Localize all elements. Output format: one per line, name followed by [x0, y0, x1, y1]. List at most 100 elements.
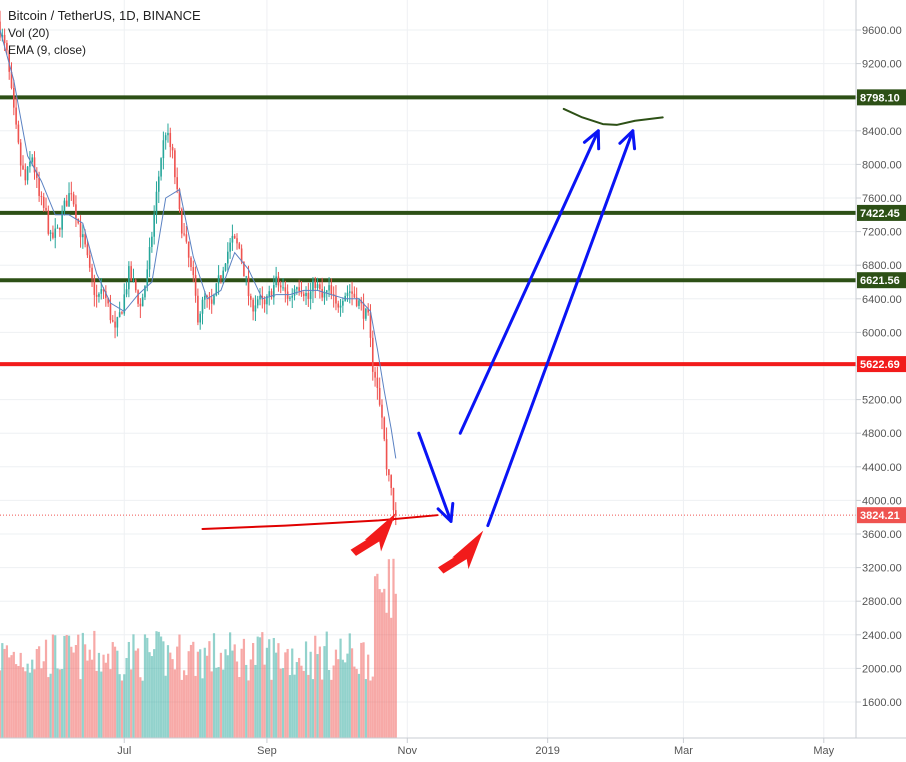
volume-bar: [153, 649, 156, 738]
candle-body: [111, 320, 114, 322]
volume-bar: [205, 655, 209, 738]
volume-bar: [81, 632, 84, 738]
y-tick-label: 9600.00: [862, 25, 902, 37]
y-tick-label: 7600.00: [862, 193, 902, 205]
candle-body: [178, 189, 181, 210]
volume-bar: [132, 634, 135, 738]
candle-body: [236, 238, 238, 244]
y-tick-label: 4000.00: [862, 495, 902, 507]
volume-bar: [235, 661, 239, 738]
candle-body: [286, 291, 289, 299]
volume-bar: [286, 648, 289, 738]
candle-body: [118, 312, 121, 318]
volume-bar: [281, 668, 285, 738]
candle-body: [137, 290, 139, 304]
trend-arrow-head: [618, 129, 637, 151]
volume-bar: [272, 637, 275, 738]
candle-body: [65, 200, 68, 207]
volume-bar: [256, 636, 259, 738]
volume-bar: [215, 667, 218, 738]
volume-bar: [346, 653, 349, 738]
candle-body: [19, 142, 22, 166]
candle-body: [254, 305, 257, 312]
volume-bar: [321, 679, 324, 738]
candle-body: [33, 157, 36, 173]
candle-body: [63, 200, 66, 212]
candle-body: [353, 293, 356, 298]
candle-body: [146, 269, 149, 287]
volume-bar: [229, 632, 232, 738]
candle-body: [169, 132, 172, 148]
volume-bar: [371, 676, 374, 738]
trend-arrow-shaft: [486, 129, 635, 528]
candle-body: [22, 165, 24, 170]
candle-body: [323, 292, 326, 298]
volume-bar: [5, 645, 9, 738]
candle-body: [220, 275, 222, 279]
chart-title: Bitcoin / TetherUS, 1D, BINANCE: [8, 8, 201, 23]
volume-bar: [139, 677, 142, 738]
volume-bar: [118, 674, 121, 738]
volume-bar: [339, 638, 342, 738]
volume-bar: [28, 672, 32, 738]
candle-body: [61, 211, 63, 230]
volume-bar: [97, 652, 101, 738]
y-tick-label: 7200.00: [862, 227, 902, 239]
candle-body: [348, 291, 351, 293]
candle-body: [213, 295, 215, 304]
volume-bar: [146, 637, 149, 738]
volume-bar: [334, 649, 338, 738]
candle-body: [231, 235, 234, 243]
candle-body: [116, 317, 119, 328]
candle-body: [208, 296, 211, 300]
volume-bar: [369, 680, 372, 738]
volume-bar: [196, 651, 199, 738]
candle-body: [75, 204, 77, 219]
candle-body: [335, 296, 337, 304]
last-price-label-bg: [857, 507, 906, 524]
x-tick-label: 2019: [535, 745, 559, 757]
candle-body: [362, 303, 365, 319]
candle-body: [238, 243, 241, 249]
ema-line: [0, 29, 397, 459]
candle-body: [29, 161, 31, 167]
volume-bar: [199, 649, 202, 738]
volume-bar: [47, 677, 50, 738]
candle-body: [298, 287, 300, 291]
volume-bar: [164, 675, 167, 738]
volume-bar: [15, 664, 18, 738]
candle-body: [45, 207, 47, 211]
volume-bar: [102, 654, 105, 738]
candle-body: [233, 235, 236, 239]
volume-bar: [341, 659, 344, 738]
candle-body: [24, 169, 27, 181]
candle-body: [314, 280, 317, 288]
volume-bar: [19, 652, 22, 738]
candle-body: [256, 299, 259, 306]
candle-body: [215, 283, 218, 296]
volume-bar: [58, 669, 61, 738]
trend-arrow-head: [582, 129, 601, 151]
candle-body: [245, 276, 248, 278]
x-tick-label: Sep: [257, 745, 277, 757]
candle-body: [176, 177, 178, 190]
candle-body: [105, 291, 107, 298]
volume-bar: [180, 679, 183, 738]
x-tick-label: Jul: [117, 745, 131, 757]
volume-bar: [337, 659, 340, 738]
volume-bar: [70, 646, 73, 738]
candle-body: [155, 191, 158, 214]
candle-body: [10, 71, 13, 89]
candle-body: [164, 135, 167, 141]
candle-body: [68, 193, 70, 207]
y-tick-label: 4400.00: [862, 462, 902, 474]
volume-bar: [187, 651, 190, 738]
candle-body: [15, 107, 17, 125]
volume-bar: [300, 665, 303, 738]
volume-bar: [79, 679, 82, 738]
candle-body: [203, 295, 206, 300]
red-arrow-shape: [350, 513, 396, 556]
candle-body: [194, 275, 197, 296]
